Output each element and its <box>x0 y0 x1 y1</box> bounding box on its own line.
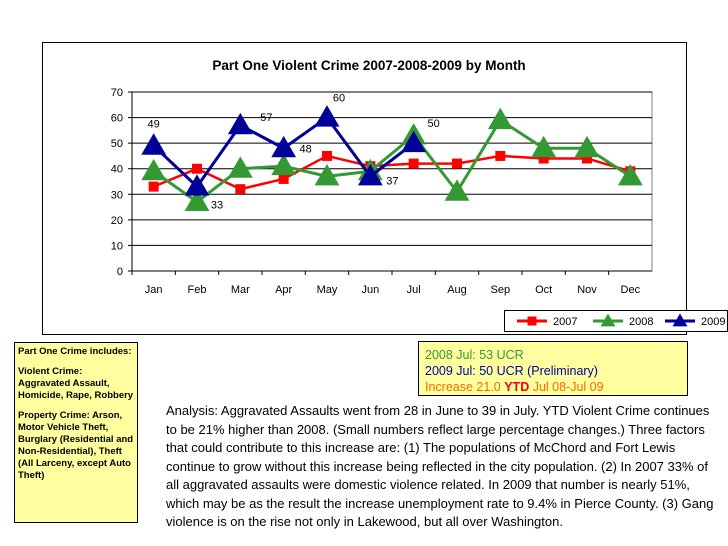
point-2009 <box>227 112 253 135</box>
legend-marker-2008 <box>600 313 616 327</box>
data-label: 50 <box>428 118 440 130</box>
point-2008 <box>271 153 297 176</box>
point-2009 <box>401 130 427 153</box>
point-2008 <box>184 189 210 211</box>
x-tick-label: Dec <box>621 284 641 296</box>
point-2008 <box>574 135 600 158</box>
data-label: 33 <box>211 200 223 212</box>
point-2008 <box>141 158 167 181</box>
ucr-summary-box: 2008 Jul: 53 UCR 2009 Jul: 50 UCR (Preli… <box>418 341 688 396</box>
point-2007 <box>495 150 506 161</box>
point-2009 <box>271 135 297 158</box>
point-2008 <box>531 135 557 158</box>
data-label: 60 <box>333 93 345 105</box>
increase-ytd: YTD <box>504 380 530 394</box>
ucr-2008-line: 2008 Jul: 53 UCR <box>425 348 524 362</box>
y-tick-label: 40 <box>111 164 123 176</box>
chart-title: Part One Violent Crime 2007-2008-2009 by… <box>212 58 525 73</box>
point-2007 <box>322 150 332 161</box>
ucr-2009-line: 2009 Jul: 50 UCR (Preliminary) <box>425 364 598 378</box>
legend-marker-2007 <box>527 316 537 326</box>
chart-panel: 0 10 20 30 40 50 60 70 Jan Feb Mar Apr May Jun Jul Aug S… <box>42 42 728 335</box>
data-label: 49 <box>148 119 160 131</box>
x-tick-label: Jul <box>407 284 421 296</box>
y-axis-label: No. of Incidents <box>84 146 96 229</box>
point-2007 <box>235 184 246 195</box>
point-2008 <box>487 107 513 130</box>
crime-definitions-box: Part One Crime includes: Violent Crime: … <box>14 342 138 523</box>
legend-label-2007: 2007 <box>553 316 577 328</box>
point-2008 <box>227 156 253 178</box>
data-label: 37 <box>386 175 398 187</box>
y-tick-label: 20 <box>111 215 123 227</box>
x-tick-label: May <box>317 284 338 296</box>
y-tick-label: 70 <box>111 87 123 99</box>
x-tick-label: Feb <box>188 284 207 296</box>
y-tick-label: 50 <box>111 138 123 150</box>
point-2009 <box>141 133 167 155</box>
line-chart: 0 10 20 30 40 50 60 70 Jan Feb Mar Apr May Jun Jul Aug S… <box>84 58 653 296</box>
y-tick-label: 0 <box>117 266 123 278</box>
property-crime-definition: Property Crime: Arson, Motor Vehicle The… <box>18 410 134 481</box>
point-2007 <box>148 181 159 192</box>
y-tick-label: 60 <box>111 113 123 125</box>
definitions-heading: Part One Crime includes: <box>18 346 132 357</box>
point-2009 <box>357 163 383 186</box>
violent-crime-definition: Violent Crime: Aggravated Assault, Homic… <box>18 366 134 401</box>
data-label: 57 <box>260 112 272 124</box>
y-tick-label: 10 <box>111 240 123 252</box>
point-2008 <box>617 163 643 186</box>
plot-area <box>131 91 653 272</box>
legend-label-2009: 2009 <box>701 316 725 328</box>
increase-suffix: Jul 08-Jul 09 <box>529 380 604 394</box>
point-2007 <box>452 158 462 169</box>
point-2007 <box>582 153 592 164</box>
legend-label-2008: 2008 <box>629 316 653 328</box>
point-2008 <box>444 179 470 201</box>
x-tick-label: Oct <box>535 284 552 296</box>
data-label: 48 <box>300 143 312 155</box>
analysis-text: Analysis: Aggravated Assaults went from … <box>166 403 714 529</box>
chart-legend: 2007 2008 2009 <box>504 310 728 332</box>
point-2007 <box>408 158 419 169</box>
x-tick-label: Jan <box>145 284 163 296</box>
x-tick-label: Sep <box>491 284 511 296</box>
point-2007 <box>192 163 202 174</box>
x-tick-label: Jun <box>361 284 379 296</box>
y-tick-label: 30 <box>111 189 123 201</box>
point-2007 <box>538 153 549 164</box>
legend-marker-2009 <box>672 313 688 327</box>
series-line-2007 <box>153 154 631 191</box>
x-tick-label: Nov <box>577 284 597 296</box>
x-tick-label: Apr <box>275 284 292 296</box>
ucr-increase-line: Increase 21.0 YTD Jul 08-Jul 09 <box>425 379 681 395</box>
increase-prefix: Increase 21.0 <box>425 380 505 394</box>
x-tick-label: Aug <box>447 284 467 296</box>
x-tick-label: Mar <box>231 284 250 296</box>
point-2009 <box>314 105 340 127</box>
point-2009 <box>184 174 210 196</box>
point-2007 <box>278 173 289 184</box>
point-2008 <box>314 163 340 186</box>
